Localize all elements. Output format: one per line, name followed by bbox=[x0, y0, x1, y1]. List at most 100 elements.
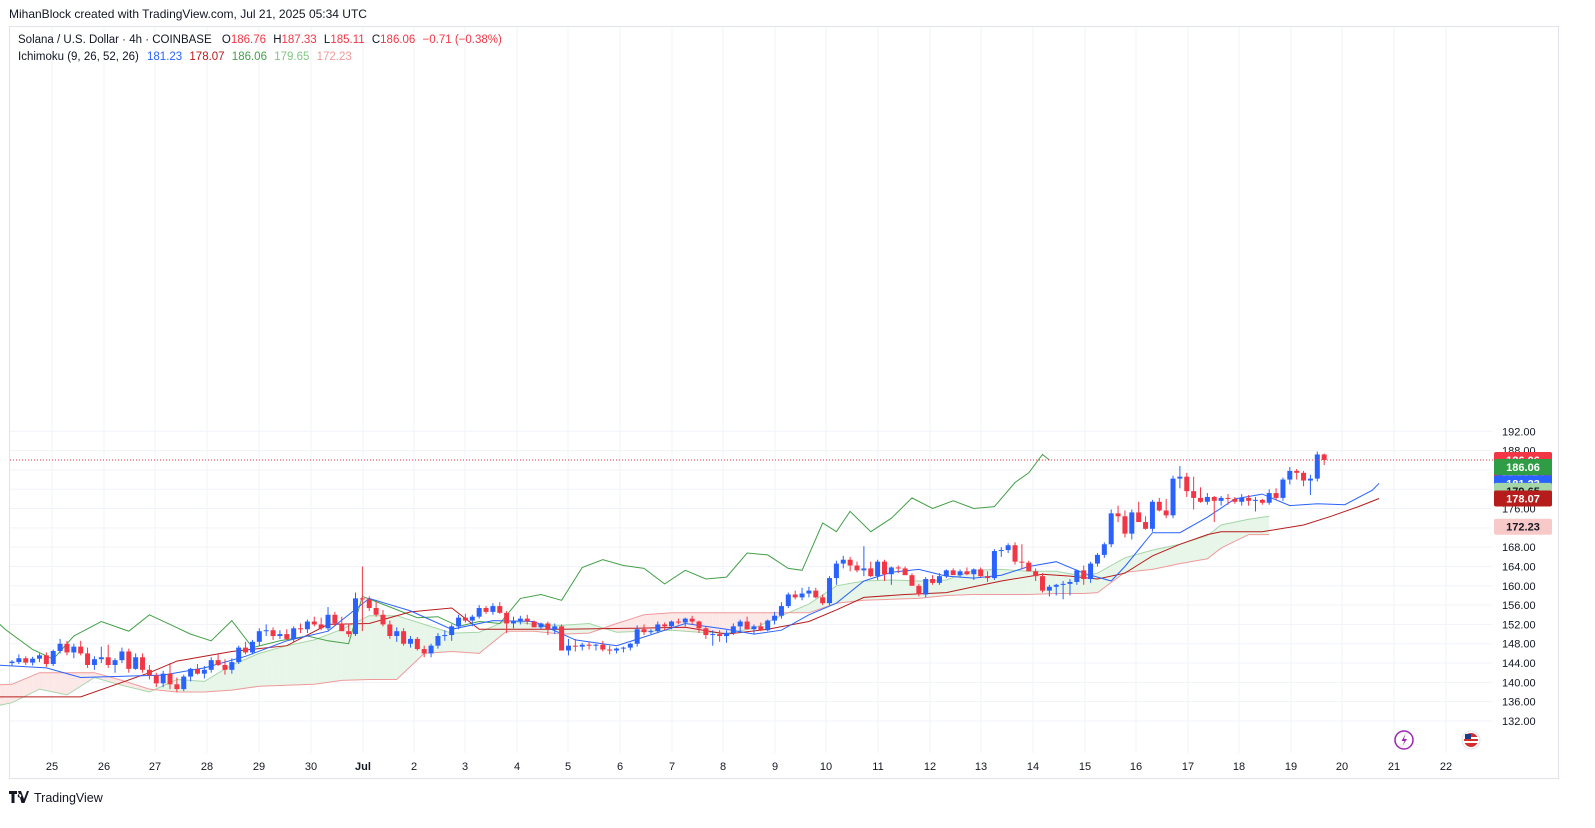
candle-body[interactable] bbox=[414, 638, 420, 650]
candle-body[interactable] bbox=[737, 621, 743, 627]
candle-body[interactable] bbox=[1266, 493, 1272, 503]
candle-body[interactable] bbox=[263, 630, 269, 632]
candle-body[interactable] bbox=[545, 623, 551, 630]
candle-body[interactable] bbox=[861, 568, 867, 571]
chart-frame[interactable] bbox=[9, 26, 1559, 779]
candle-body[interactable] bbox=[1321, 454, 1327, 460]
candle-body[interactable] bbox=[64, 643, 70, 653]
candle-body[interactable] bbox=[57, 643, 63, 651]
candle-body[interactable] bbox=[696, 621, 702, 629]
candle-body[interactable] bbox=[1252, 499, 1258, 501]
candle-body[interactable] bbox=[1129, 512, 1135, 534]
candle-body[interactable] bbox=[723, 633, 729, 637]
candle-body[interactable] bbox=[1033, 571, 1039, 577]
candle-body[interactable] bbox=[442, 635, 448, 637]
candle-body[interactable] bbox=[167, 673, 173, 685]
candle-body[interactable] bbox=[43, 655, 49, 665]
candle-body[interactable] bbox=[1060, 583, 1066, 585]
candle-body[interactable] bbox=[71, 646, 77, 653]
candle-body[interactable] bbox=[208, 660, 214, 670]
candle-body[interactable] bbox=[875, 561, 881, 577]
candle-body[interactable] bbox=[1156, 501, 1162, 511]
candle-body[interactable] bbox=[703, 628, 709, 636]
candle-body[interactable] bbox=[881, 561, 887, 575]
candle-body[interactable] bbox=[1225, 497, 1231, 499]
candle-body[interactable] bbox=[833, 563, 839, 579]
candle-body[interactable] bbox=[559, 626, 565, 651]
candle-body[interactable] bbox=[538, 623, 544, 628]
candle-body[interactable] bbox=[600, 644, 606, 650]
candle-body[interactable] bbox=[215, 660, 221, 665]
candle-body[interactable] bbox=[648, 631, 654, 633]
candle-body[interactable] bbox=[256, 631, 262, 642]
candle-body[interactable] bbox=[1218, 497, 1224, 501]
candle-body[interactable] bbox=[923, 579, 929, 595]
candle-body[interactable] bbox=[572, 645, 578, 647]
candle-body[interactable] bbox=[978, 569, 984, 577]
candle-body[interactable] bbox=[449, 626, 455, 636]
candle-body[interactable] bbox=[765, 620, 771, 631]
candle-body[interactable] bbox=[634, 629, 640, 644]
candle-body[interactable] bbox=[868, 568, 874, 577]
candle-body[interactable] bbox=[655, 624, 661, 632]
candle-body[interactable] bbox=[311, 621, 317, 625]
candle-body[interactable] bbox=[249, 641, 255, 653]
candle-body[interactable] bbox=[16, 658, 22, 663]
candle-body[interactable] bbox=[1005, 545, 1011, 551]
candle-body[interactable] bbox=[1019, 561, 1025, 563]
candle-body[interactable] bbox=[1026, 562, 1032, 572]
candle-body[interactable] bbox=[291, 628, 297, 639]
candle-body[interactable] bbox=[579, 644, 585, 647]
candle-body[interactable] bbox=[201, 669, 207, 674]
candle-body[interactable] bbox=[1184, 476, 1190, 492]
candle-body[interactable] bbox=[1101, 544, 1107, 555]
candle-body[interactable] bbox=[916, 585, 922, 595]
indicator-title[interactable]: Ichimoku (9, 26, 52, 26) bbox=[18, 51, 139, 63]
candle-body[interactable] bbox=[140, 657, 146, 670]
candle-body[interactable] bbox=[78, 646, 84, 654]
candle-body[interactable] bbox=[1204, 496, 1210, 502]
candle-body[interactable] bbox=[531, 621, 537, 628]
candle-body[interactable] bbox=[607, 649, 613, 651]
candle-body[interactable] bbox=[85, 653, 91, 665]
candle-body[interactable] bbox=[827, 578, 833, 604]
candle-body[interactable] bbox=[284, 634, 290, 639]
candle-body[interactable] bbox=[847, 559, 853, 566]
candle-body[interactable] bbox=[758, 626, 764, 631]
candle-body[interactable] bbox=[792, 594, 798, 598]
candle-body[interactable] bbox=[380, 614, 386, 625]
candle-body[interactable] bbox=[229, 662, 235, 670]
candle-body[interactable] bbox=[936, 576, 942, 583]
candle-body[interactable] bbox=[435, 636, 441, 646]
candle-body[interactable] bbox=[854, 565, 860, 571]
candle-body[interactable] bbox=[243, 647, 249, 653]
candle-body[interactable] bbox=[504, 612, 510, 624]
candle-body[interactable] bbox=[339, 623, 345, 632]
candle-body[interactable] bbox=[813, 590, 819, 598]
candle-body[interactable] bbox=[188, 668, 194, 677]
candle-body[interactable] bbox=[620, 647, 626, 649]
candle-body[interactable] bbox=[840, 559, 846, 564]
candle-body[interactable] bbox=[957, 571, 963, 576]
candle-body[interactable] bbox=[318, 624, 324, 629]
candle-body[interactable] bbox=[1143, 522, 1149, 529]
candle-body[interactable] bbox=[785, 594, 791, 607]
candle-body[interactable] bbox=[1280, 479, 1286, 498]
candle-body[interactable] bbox=[964, 571, 970, 575]
candle-body[interactable] bbox=[1301, 472, 1307, 481]
candle-body[interactable] bbox=[407, 638, 413, 644]
candle-body[interactable] bbox=[662, 624, 668, 627]
candle-body[interactable] bbox=[524, 618, 530, 622]
candle-body[interactable] bbox=[985, 576, 991, 579]
candle-body[interactable] bbox=[772, 615, 778, 621]
candle-body[interactable] bbox=[174, 684, 180, 690]
candle-body[interactable] bbox=[641, 629, 647, 633]
candle-body[interactable] bbox=[1307, 478, 1313, 481]
candle-body[interactable] bbox=[36, 655, 42, 659]
candle-body[interactable] bbox=[669, 621, 675, 627]
candle-body[interactable] bbox=[888, 567, 894, 575]
candle-body[interactable] bbox=[1177, 476, 1183, 479]
candle-body[interactable] bbox=[1081, 570, 1087, 580]
candle-body[interactable] bbox=[119, 651, 125, 661]
